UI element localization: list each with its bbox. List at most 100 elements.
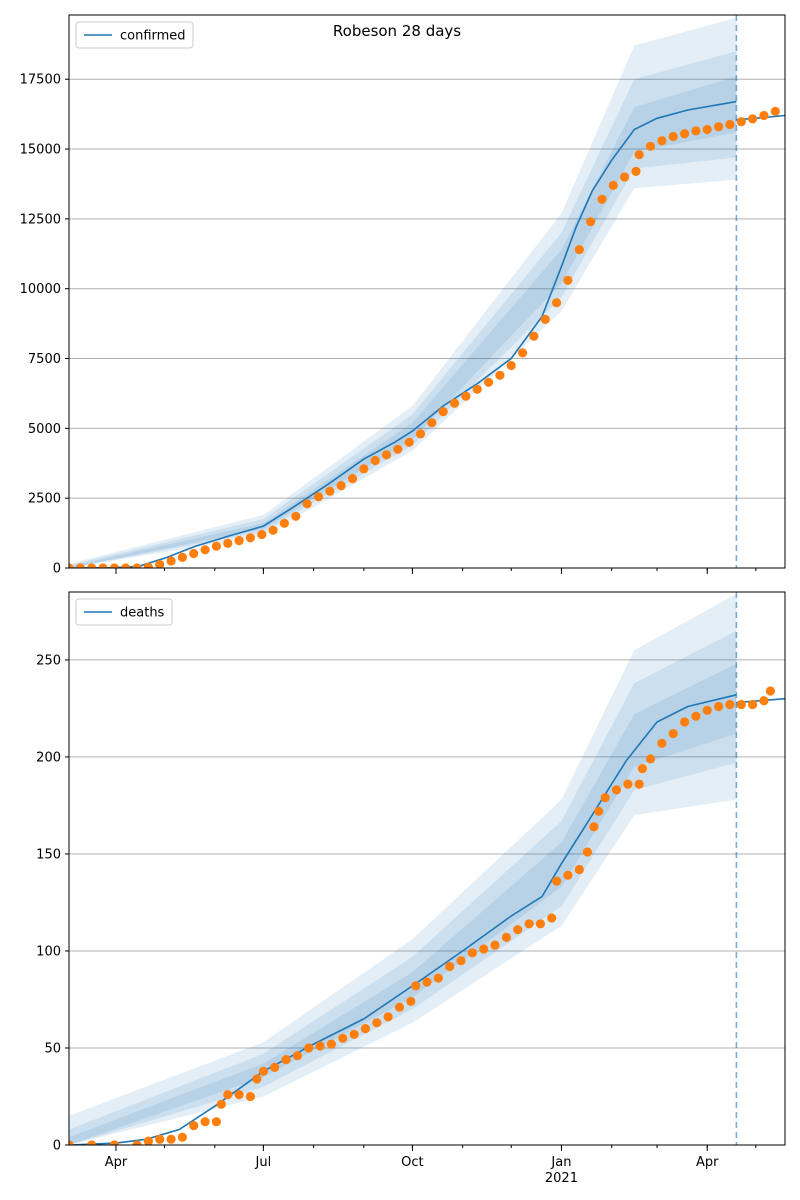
observed-point <box>406 996 416 1007</box>
observed-point <box>574 245 584 255</box>
observed-point <box>623 779 633 789</box>
observed-point <box>200 1117 210 1127</box>
observed-point <box>393 444 403 454</box>
observed-point <box>304 1043 314 1053</box>
observed-point <box>770 106 780 116</box>
forecast-line <box>69 100 737 568</box>
plot-area <box>69 17 785 568</box>
observed-point <box>211 541 221 551</box>
observed-point <box>325 486 335 496</box>
uncertainty-band-outer <box>69 593 737 1145</box>
observed-point <box>535 919 546 929</box>
observed-point <box>189 548 199 559</box>
legend: confirmed <box>75 21 194 49</box>
observed-point <box>313 492 324 502</box>
observed-point <box>109 1140 119 1145</box>
observed-point <box>438 407 448 417</box>
uncertainty-band-inner <box>69 76 737 568</box>
observed-point <box>69 563 74 568</box>
observed-point <box>359 464 369 474</box>
observed-point <box>427 418 437 428</box>
y-tick-label: 10000 <box>20 282 61 297</box>
observed-point <box>490 940 500 950</box>
x-tick-label: Jul <box>255 1155 272 1170</box>
x-tick-label: Jan <box>550 1155 571 1170</box>
observed-point <box>467 948 477 958</box>
observed-point <box>765 686 776 696</box>
observed-point <box>268 525 278 535</box>
confirmed-panel: 0 2500 5000 7500 10000 12500 15000 17500 confirm… <box>20 14 786 577</box>
observed-point <box>349 1029 359 1039</box>
observed-point <box>714 701 724 712</box>
plot-area <box>69 593 785 1145</box>
uncertainty-band-middle <box>69 630 737 1145</box>
observed-point <box>189 1121 199 1131</box>
observed-point <box>75 563 85 568</box>
observed-point <box>714 122 724 132</box>
observed-point <box>495 370 505 380</box>
y-tick-label: 12500 <box>20 212 61 227</box>
observed-point <box>547 913 557 923</box>
observed-point <box>252 1074 262 1084</box>
observed-point <box>155 560 165 568</box>
observed-point <box>98 563 108 568</box>
x-tick-label: Apr <box>696 1155 719 1170</box>
uncertainty-band-middle <box>69 51 737 568</box>
observed-point <box>370 455 380 466</box>
observed-point <box>211 1117 221 1127</box>
uncertainty-band-outer <box>69 17 737 568</box>
observed-point <box>143 562 153 568</box>
observed-point <box>748 699 758 710</box>
observed-point <box>69 1140 74 1145</box>
y-tick-label: 17500 <box>20 73 61 88</box>
observed-point <box>634 150 644 160</box>
observed-point <box>563 275 573 285</box>
observed-point <box>736 117 746 127</box>
observed-point <box>597 194 607 204</box>
y-tick-label: 5000 <box>28 422 61 437</box>
observed-point <box>634 779 644 789</box>
observed-point <box>506 360 516 371</box>
observed-point <box>132 1140 142 1145</box>
observed-point <box>540 314 550 324</box>
y-tick-label: 0 <box>53 562 61 577</box>
observed-point <box>657 738 667 748</box>
observed-point <box>326 1039 336 1049</box>
uncertainty-band-inner <box>69 663 737 1145</box>
observed-point <box>725 699 735 710</box>
legend-box <box>75 21 194 49</box>
y-tick-label: 250 <box>36 653 61 668</box>
observed-point <box>155 1134 165 1144</box>
observed-point <box>177 552 187 563</box>
y-tick-label: 0 <box>53 1139 61 1154</box>
observed-point <box>725 119 735 130</box>
axes-frame <box>68 591 786 1146</box>
observed-point <box>381 450 392 460</box>
y-tick-label: 200 <box>36 750 61 765</box>
observed-point <box>200 545 210 555</box>
observed-point <box>223 1090 233 1100</box>
observed-point <box>645 754 656 764</box>
observed-point <box>759 110 769 121</box>
legend-label: deaths <box>120 606 165 621</box>
observed-point <box>668 729 678 739</box>
observed-point <box>748 114 758 124</box>
observed-point <box>456 956 466 966</box>
observed-point <box>472 384 482 394</box>
observed-point <box>600 793 610 803</box>
observed-point <box>177 1132 187 1142</box>
observed-point <box>347 474 358 484</box>
y-tick-label: 2500 <box>28 492 61 507</box>
observed-point <box>433 973 443 983</box>
observed-point <box>422 977 432 987</box>
observed-point <box>338 1033 348 1043</box>
observed-point <box>589 822 599 832</box>
observed-point <box>680 717 690 727</box>
observed-point <box>657 136 667 146</box>
y-tick-label: 50 <box>44 1041 61 1056</box>
observed-point <box>552 298 562 308</box>
observed-point <box>484 377 494 387</box>
observed-point <box>234 1090 244 1100</box>
